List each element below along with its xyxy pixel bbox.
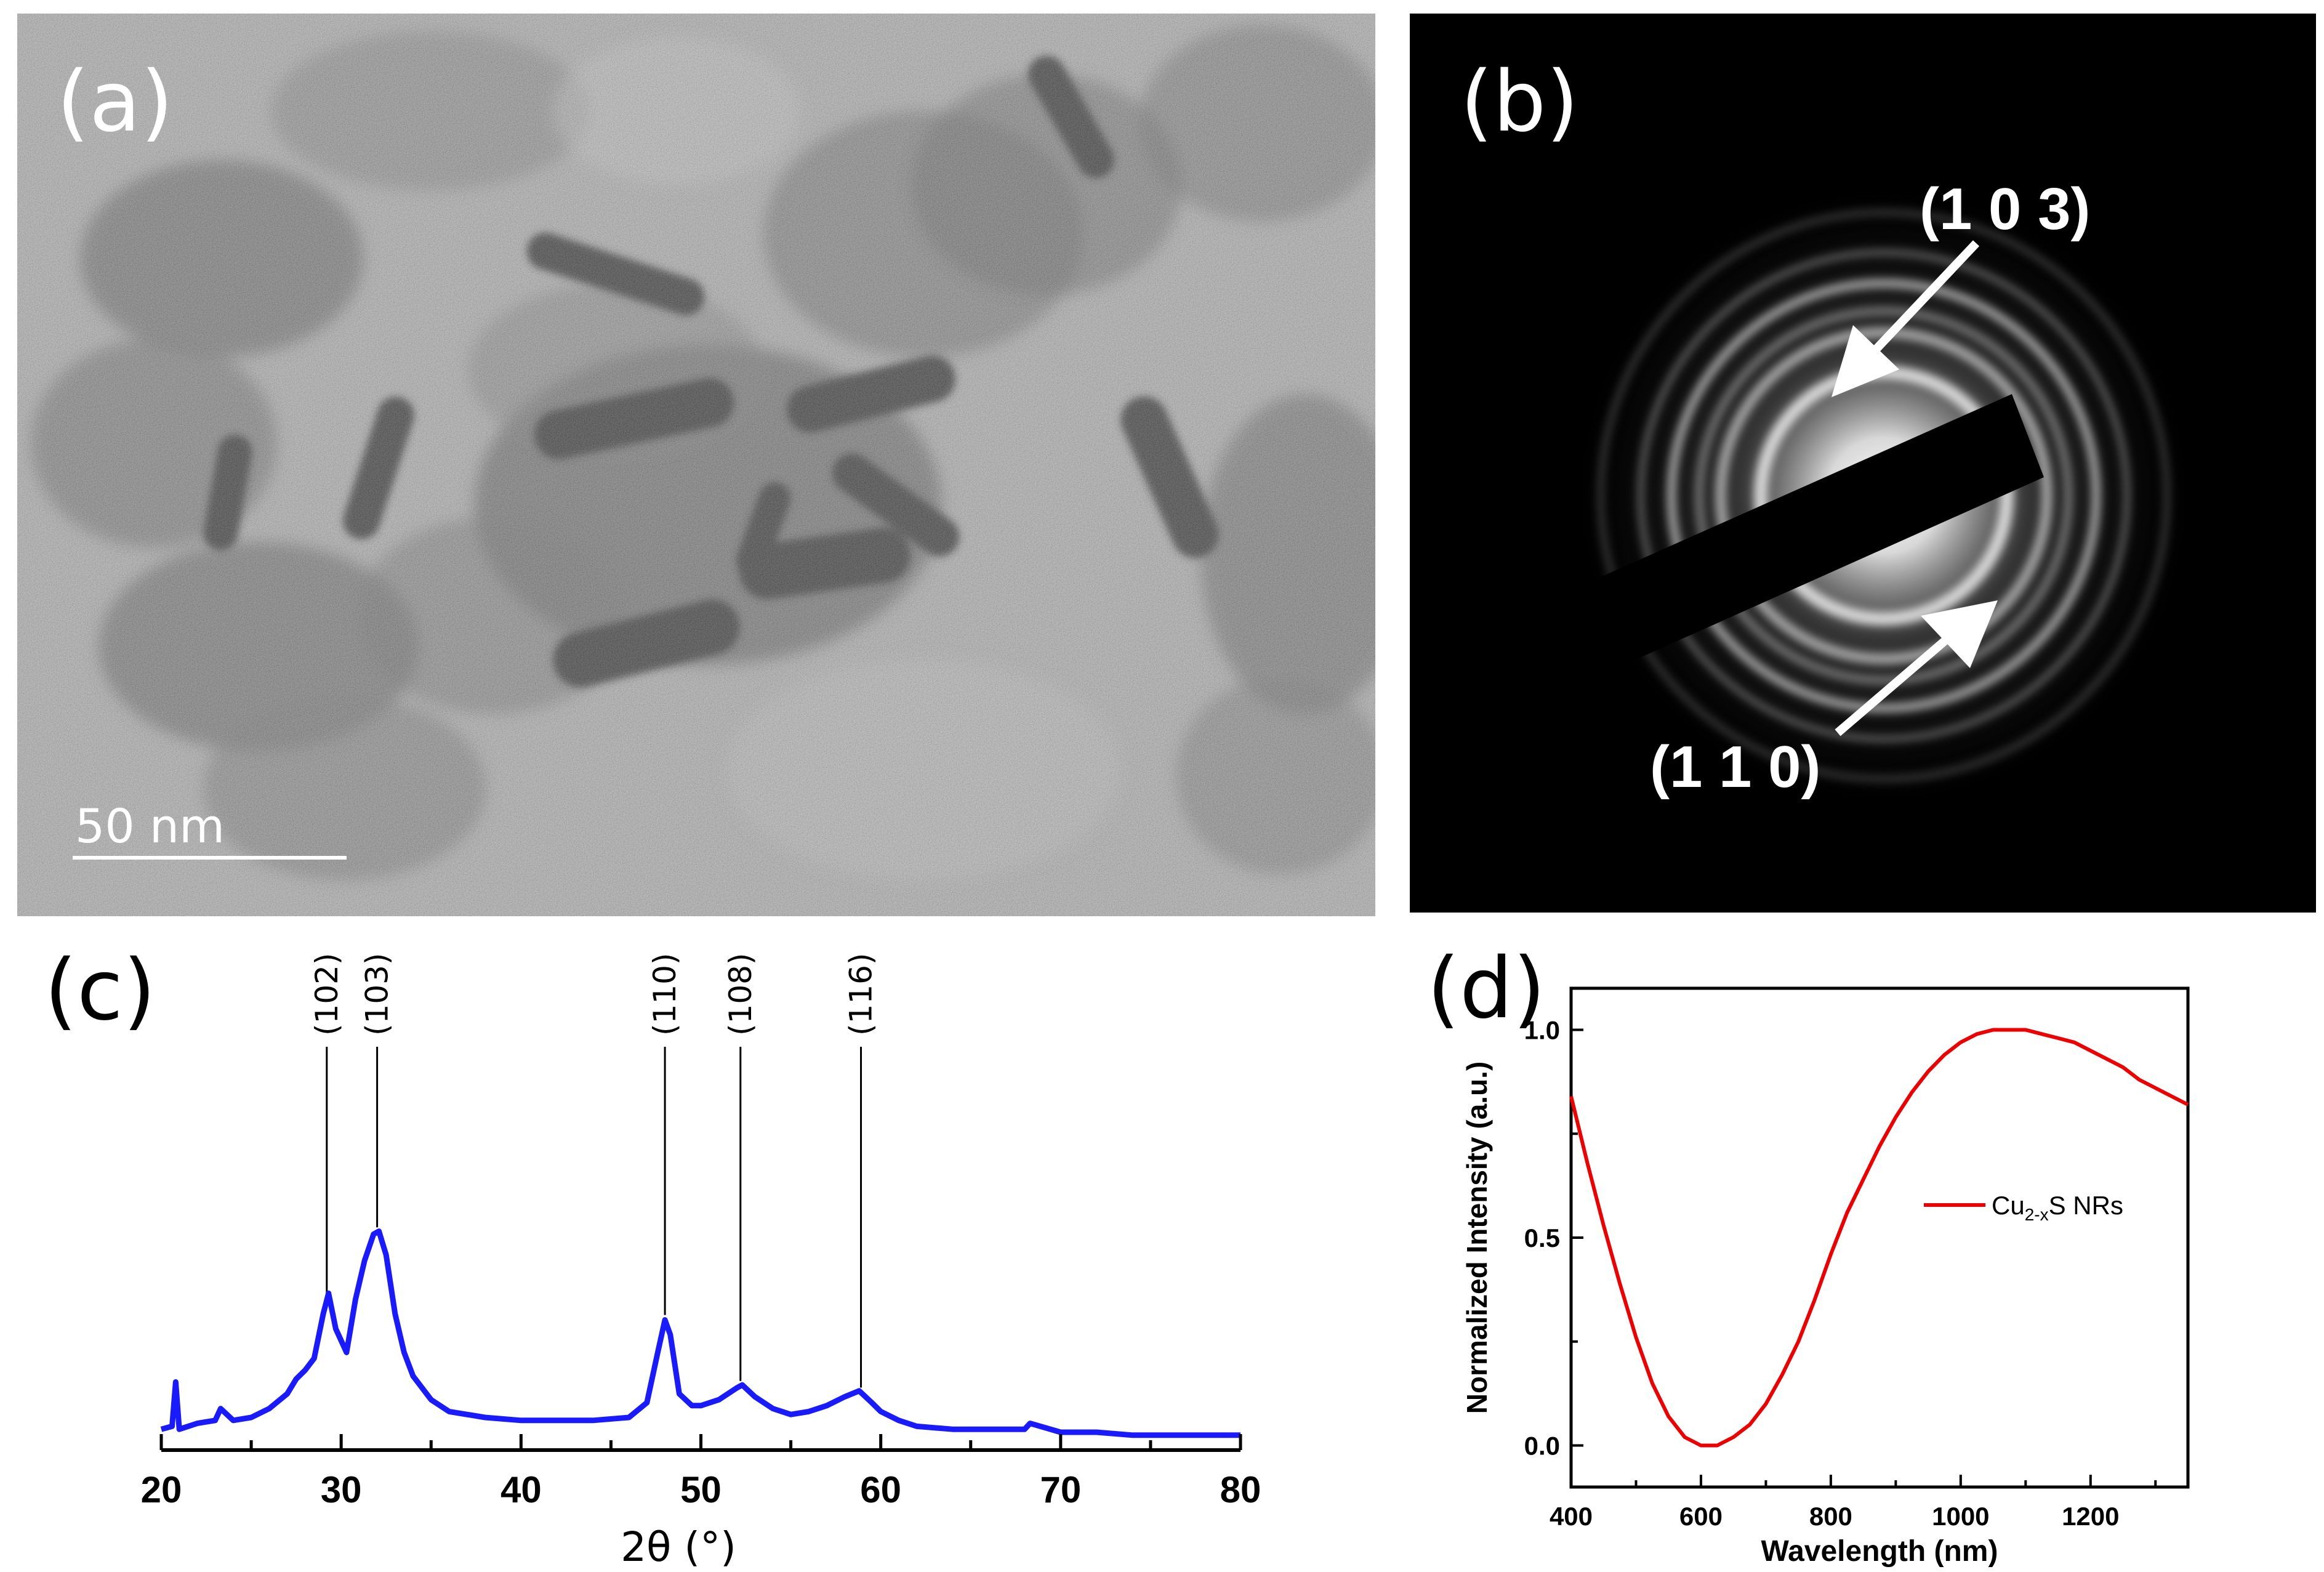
- xrd-peak-label: (102): [309, 953, 345, 1036]
- legend-label-main: Cu: [1992, 1191, 2025, 1220]
- panel-a: (a) 50 nm: [17, 14, 1375, 916]
- diffraction-ring: [1695, 307, 2073, 685]
- xrd-x-axis: 20 30 40 50 60 70 80: [141, 1434, 1261, 1510]
- xrd-peak-label: (108): [723, 953, 758, 1036]
- spectrum-y-tick-label: 0.5: [1524, 1223, 1560, 1252]
- legend-label-rest: S NRs: [2049, 1191, 2123, 1220]
- xrd-series-line: [160, 1228, 1240, 1438]
- tem-noise-overlay: [17, 14, 1375, 916]
- xrd-x-tick-label: 80: [1220, 1469, 1261, 1510]
- xrd-x-tick-label: 50: [680, 1469, 722, 1510]
- xrd-x-tick-label: 20: [141, 1469, 182, 1510]
- spectrum-y-tick-label: 0.0: [1524, 1432, 1560, 1461]
- xrd-x-tick-label: 70: [1040, 1469, 1081, 1510]
- spectrum-x-tick-label: 600: [1679, 1502, 1723, 1531]
- xrd-peak-label: (103): [360, 953, 395, 1036]
- spectrum-legend: Cu2-xS NRs: [1924, 1191, 2123, 1224]
- spectrum-x-tick-label: 800: [1809, 1502, 1852, 1531]
- arrow-110-head: [1921, 600, 1998, 668]
- arrow-103-head: [1831, 325, 1899, 397]
- xrd-x-axis-label: 2θ (°): [621, 1523, 736, 1571]
- spectrum-x-axis-label: Wavelength (nm): [1761, 1535, 1998, 1568]
- spectrum-y-axis-label: Normalized Intensity (a.u.): [1461, 1062, 1493, 1414]
- beam-stop: [1410, 394, 2044, 760]
- spectrum-x-tick-label: 1000: [1932, 1502, 1989, 1531]
- legend-label-cu2xs: Cu2-xS NRs: [1992, 1191, 2123, 1224]
- ring-label-110: (1 1 0): [1650, 734, 1820, 800]
- xrd-x-tick-label: 60: [860, 1469, 901, 1510]
- diffraction-ring-103: [1715, 327, 2053, 664]
- arrow-103-shaft: [1868, 240, 1980, 357]
- panel-tag-a: (a): [57, 54, 173, 151]
- spectrum-series-line: [1569, 1028, 2189, 1448]
- legend-label-subscript: 2-x: [2025, 1205, 2049, 1224]
- spectrum-y-tick-label: 1.0: [1524, 1016, 1560, 1045]
- panel-b: (b) (1 0 3) (1 1 0): [1410, 14, 2316, 913]
- xrd-peak-markers: (102) (103) (110) (108) (116): [309, 953, 879, 1388]
- panel-d: (d) 400 600 800 1000 1200 0.0 0.5 1.0 Cu2-xS NR…: [1427, 940, 2190, 1568]
- spectrum-x-tick-label: 1200: [2062, 1502, 2119, 1531]
- diffraction-ring: [1597, 209, 2171, 783]
- scale-bar-label: 50 nm: [75, 799, 225, 853]
- panel-tag-c: (c): [44, 942, 156, 1039]
- xrd-plot: [160, 1228, 1240, 1438]
- xrd-x-tick-label: 40: [501, 1469, 542, 1510]
- spectrum-plot: [1569, 1028, 2189, 1448]
- panel-tag-b: (b): [1460, 54, 1578, 151]
- panel-c: (c) (102) (103) (110) (108) (116) 20 30 40 50 60…: [44, 942, 1261, 1571]
- diffraction-ring: [1637, 249, 2131, 743]
- diffraction-ring-110: [1667, 278, 2101, 713]
- spectrum-axes: 400 600 800 1000 1200 0.0 0.5 1.0: [1524, 1016, 2157, 1531]
- xrd-peak-label: (116): [843, 953, 879, 1036]
- spectrum-plot-frame: [1569, 986, 2190, 1489]
- spectrum-x-tick-label: 400: [1550, 1502, 1593, 1531]
- xrd-peak-label: (110): [647, 953, 683, 1036]
- ring-label-103: (1 0 3): [1920, 176, 2090, 242]
- arrow-110-shaft: [1835, 637, 1948, 736]
- xrd-x-tick-label: 30: [321, 1469, 362, 1510]
- panel-tag-d: (d): [1427, 940, 1545, 1038]
